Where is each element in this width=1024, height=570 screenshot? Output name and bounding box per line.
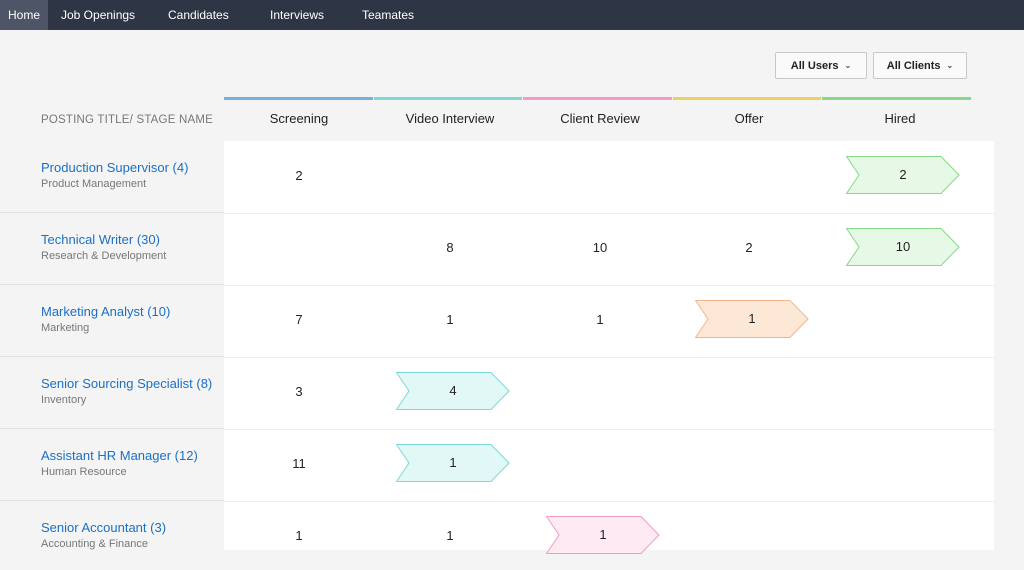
job-title-link[interactable]: Technical Writer (30) [41,232,160,247]
stage-count: 1 [748,311,756,326]
chevron-shape [695,300,809,338]
stage-count: 2 [899,167,907,182]
row-divider [0,500,224,501]
stage-count[interactable]: 3 [295,384,303,399]
row-divider [0,356,224,357]
stage-header-hired: Hired [884,111,916,126]
stage-count: 4 [449,383,457,398]
stage-count[interactable]: 10 [592,240,608,255]
current-stage-chevron[interactable]: 1 [546,516,660,554]
job-department: Product Management [41,178,147,190]
nav-home[interactable]: Home [0,0,49,30]
stage-header-screening: Screening [269,111,329,126]
nav-interviews[interactable]: Interviews [270,8,325,22]
row-divider [0,212,224,213]
stage-count[interactable]: 8 [446,240,454,255]
stage-bar-client-review [523,97,672,100]
stage-count: 10 [895,239,911,254]
stage-count[interactable]: 11 [292,456,306,471]
job-department: Accounting & Finance [41,538,149,550]
stage-count[interactable]: 1 [295,528,303,543]
nav-job-openings[interactable]: Job Openings [61,8,136,22]
chevron-shape [846,156,960,194]
current-stage-chevron[interactable]: 1 [695,300,809,338]
stage-bar-hired [822,97,971,100]
current-stage-chevron[interactable]: 10 [846,228,960,266]
all-clients-label: All Clients [886,59,941,72]
all-clients-dropdown[interactable]: All Clients ⌄ [873,52,967,79]
row-divider [224,285,994,286]
current-stage-chevron[interactable]: 1 [396,444,510,482]
all-users-dropdown[interactable]: All Users ⌄ [775,52,867,79]
chevron-shape [396,372,510,410]
chevron-down-icon: ⌄ [946,61,954,70]
job-title-link[interactable]: Production Supervisor (4) [41,160,189,175]
job-department: Research & Development [41,250,167,262]
row-header-label: POSTING TITLE/ STAGE NAME [41,114,213,126]
stage-count[interactable]: 2 [745,240,753,255]
row-divider [0,428,224,429]
stage-count[interactable]: 7 [295,312,303,327]
job-department: Marketing [41,322,90,334]
stage-count: 1 [449,455,457,470]
job-department: Human Resource [41,466,127,478]
row-divider [224,213,994,214]
chevron-shape [846,228,960,266]
row-divider [224,501,994,502]
job-title-link[interactable]: Assistant HR Manager (12) [41,448,198,463]
job-title-link[interactable]: Senior Sourcing Specialist (8) [41,376,213,391]
pipeline-grid [224,141,994,550]
row-divider [0,284,224,285]
stage-count[interactable]: 1 [446,312,454,327]
stage-header-client-review: Client Review [560,111,640,126]
top-navigation: Home Job Openings Candidates Interviews … [0,0,1024,30]
job-title-link[interactable]: Senior Accountant (3) [41,520,167,535]
stage-count: 1 [599,527,607,542]
stage-bar-video-interview [373,97,522,100]
chevron-down-icon: ⌄ [844,61,852,70]
stage-header-offer: Offer [734,111,764,126]
nav-teamates[interactable]: Teamates [362,8,415,22]
stage-count[interactable]: 1 [446,528,454,543]
all-users-label: All Users [790,59,839,72]
current-stage-chevron[interactable]: 4 [396,372,510,410]
stage-count[interactable]: 2 [295,168,303,183]
chevron-shape [396,444,510,482]
nav-candidates[interactable]: Candidates [168,8,229,22]
stage-count[interactable]: 1 [596,312,604,327]
row-divider [224,357,994,358]
row-divider [224,429,994,430]
chevron-shape [546,516,660,554]
job-department: Inventory [41,394,87,406]
current-stage-chevron[interactable]: 2 [846,156,960,194]
job-title-link[interactable]: Marketing Analyst (10) [41,304,171,319]
stage-bar-offer [672,97,821,100]
stage-bar-screening [224,97,373,100]
stage-header-video-interview: Video Interview [405,111,495,126]
